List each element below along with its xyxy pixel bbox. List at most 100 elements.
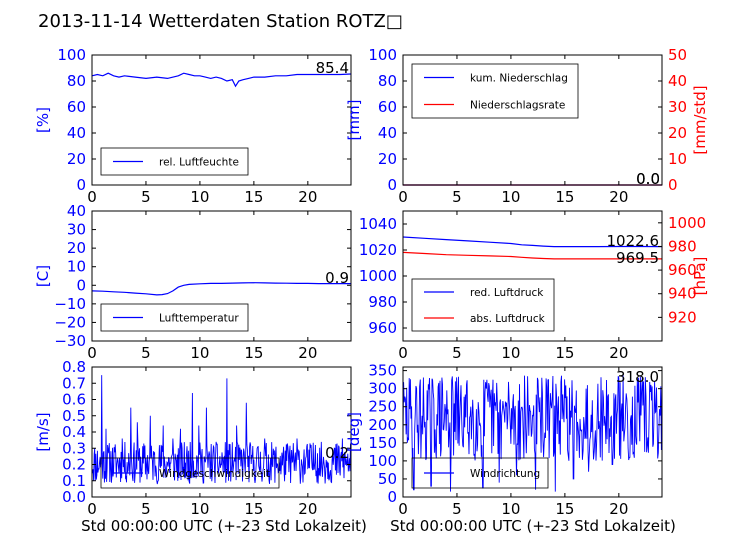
x-tick-label-pressure: 15 [555, 344, 574, 362]
legend-label-winddirection-0: Windrichtung [470, 468, 540, 480]
x-tick-label-humidity: 20 [298, 188, 317, 206]
value-label-humidity-0: 85.4 [316, 59, 349, 77]
x-axis-label-left: Std 00:00:00 UTC (+-23 Std Lokalzeit) [81, 517, 367, 535]
x-tick-label-pressure: 10 [501, 344, 520, 362]
x-tick-label-precipitation: 20 [609, 188, 628, 206]
x-tick-label-winddirection: 0 [398, 500, 408, 518]
y-tick-label-humidity: 80 [67, 72, 86, 90]
y-tick-label-precipitation: 60 [378, 98, 397, 116]
y-tick-label-temperature: 0 [76, 276, 86, 294]
y-tick-label-pressure: 1020 [359, 241, 397, 259]
y2-tick-label-precipitation: 30 [668, 98, 687, 116]
x-tick-label-windspeed: 20 [298, 500, 317, 518]
y-tick-label-temperature: −20 [54, 313, 86, 331]
panel-winddirection: 0 5 10 15 20050100150200250300350[deg]Windri… [345, 362, 663, 518]
panel-humidity: 0 5 10 15 20 0 20 40 60 80 100 [%] rel. Luftfeuchte 8… [34, 46, 352, 206]
legend-label-pressure-0: red. Luftdruck [470, 287, 544, 299]
y-tick-label-temperature: 30 [67, 221, 86, 239]
y-tick-label-windspeed: 0.5 [62, 407, 86, 425]
x-tick-label-winddirection: 15 [555, 500, 574, 518]
value-label-winddirection-0: 318.0 [616, 368, 659, 386]
legend-label-precipitation-1: Niederschlagsrate [470, 100, 565, 112]
y2-axis-label-pressure: [hPa] [691, 257, 709, 296]
y-tick-label-pressure: 960 [368, 319, 397, 337]
legend-label-temperature-0: Lufttemperatur [159, 313, 239, 325]
y2-tick-label-precipitation: 20 [668, 124, 687, 142]
value-label-pressure-1: 969.5 [616, 249, 659, 267]
y-tick-label-pressure: 980 [368, 293, 397, 311]
y-tick-label-temperature: −30 [54, 332, 86, 350]
y-tick-label-temperature: 20 [67, 239, 86, 257]
y2-tick-label-precipitation: 0 [668, 176, 678, 194]
y-tick-label-precipitation: 40 [378, 124, 397, 142]
legend-box-pressure [411, 278, 555, 332]
series-line-humidity-0 [91, 72, 352, 88]
y-axis-label-humidity: [%] [34, 107, 52, 133]
x-tick-label-winddirection: 10 [501, 500, 520, 518]
legend-box-temperature [100, 303, 249, 332]
x-tick-label-precipitation: 5 [452, 188, 462, 206]
y2-tick-label-precipitation: 50 [668, 46, 687, 64]
legend-box-humidity [100, 147, 249, 176]
y-tick-label-precipitation: 20 [378, 150, 397, 168]
y-tick-label-winddirection: 0 [387, 488, 397, 506]
x-tick-label-humidity: 5 [141, 188, 151, 206]
y2-axis-label-precipitation: [mm/std] [691, 85, 709, 154]
y2-tick-label-pressure: 1000 [668, 214, 706, 232]
y-tick-label-windspeed: 0.6 [62, 391, 86, 409]
figure-title: 2013-11-14 Wetterdaten Station ROTZ□ [38, 11, 403, 32]
x-tick-label-windspeed: 0 [87, 500, 97, 518]
axes-frame-humidity [91, 54, 352, 186]
y-tick-label-humidity: 60 [67, 98, 86, 116]
y2-tick-label-pressure: 940 [668, 285, 697, 303]
y-tick-label-pressure: 1040 [359, 215, 397, 233]
legend-box-winddirection [411, 457, 549, 489]
x-tick-label-winddirection: 20 [609, 500, 628, 518]
series-line-winddirection-0 [402, 375, 663, 492]
y-tick-label-windspeed: 0.0 [62, 488, 86, 506]
y-axis-label-temperature: [C] [34, 265, 52, 287]
y-tick-label-winddirection: 50 [378, 470, 397, 488]
x-tick-label-precipitation: 10 [501, 188, 520, 206]
y-tick-label-temperature: 10 [67, 258, 86, 276]
x-tick-label-pressure: 20 [609, 344, 628, 362]
y-tick-label-temperature: 40 [67, 202, 86, 220]
value-label-windspeed-0: 0.2 [325, 444, 349, 462]
y-tick-label-humidity: 20 [67, 150, 86, 168]
legend-box-windspeed [100, 457, 280, 489]
y-tick-label-windspeed: 0.2 [62, 456, 86, 474]
x-tick-label-precipitation: 15 [555, 188, 574, 206]
y-tick-label-humidity: 100 [57, 46, 86, 64]
x-tick-label-windspeed: 15 [244, 500, 263, 518]
x-tick-label-precipitation: 0 [398, 188, 408, 206]
x-tick-label-humidity: 15 [244, 188, 263, 206]
x-tick-label-pressure: 0 [398, 344, 408, 362]
panel-pressure: 0 5 10 15 20 960 980 1000 1020 1040 920 940 960 980 10… [359, 210, 709, 362]
y-tick-label-pressure: 1000 [359, 267, 397, 285]
y-tick-label-windspeed: 0.4 [62, 423, 86, 441]
x-tick-label-humidity: 10 [190, 188, 209, 206]
y-tick-label-winddirection: 300 [368, 380, 397, 398]
series-line-temperature-0 [91, 282, 351, 296]
x-tick-label-windspeed: 10 [190, 500, 209, 518]
legend-label-pressure-1: abs. Luftdruck [470, 313, 546, 325]
x-tick-label-temperature: 10 [190, 344, 209, 362]
x-tick-label-humidity: 0 [87, 188, 97, 206]
x-tick-label-temperature: 15 [244, 344, 263, 362]
x-tick-label-winddirection: 5 [452, 500, 462, 518]
y-tick-label-humidity: 0 [76, 176, 86, 194]
x-tick-label-temperature: 20 [298, 344, 317, 362]
y-tick-label-windspeed: 0.7 [62, 374, 86, 392]
y-tick-label-precipitation: 80 [378, 72, 397, 90]
panel-windspeed: 0 5 10 15 200.00.10.20.30.40.50.60.70.8[m/s]… [34, 358, 352, 518]
legend-label-windspeed-0: Windgeschwindigkeit [159, 468, 270, 480]
y2-tick-label-precipitation: 40 [668, 72, 687, 90]
legend-label-humidity-0: rel. Luftfeuchte [159, 157, 239, 169]
y2-tick-label-pressure: 960 [668, 261, 697, 279]
axes-frame-temperature [91, 210, 352, 342]
y-axis-label-windspeed: [m/s] [34, 412, 52, 451]
value-label-pressure-0: 1022.6 [607, 232, 660, 250]
y2-tick-label-pressure: 980 [668, 237, 697, 255]
y-tick-label-winddirection: 350 [368, 362, 397, 380]
